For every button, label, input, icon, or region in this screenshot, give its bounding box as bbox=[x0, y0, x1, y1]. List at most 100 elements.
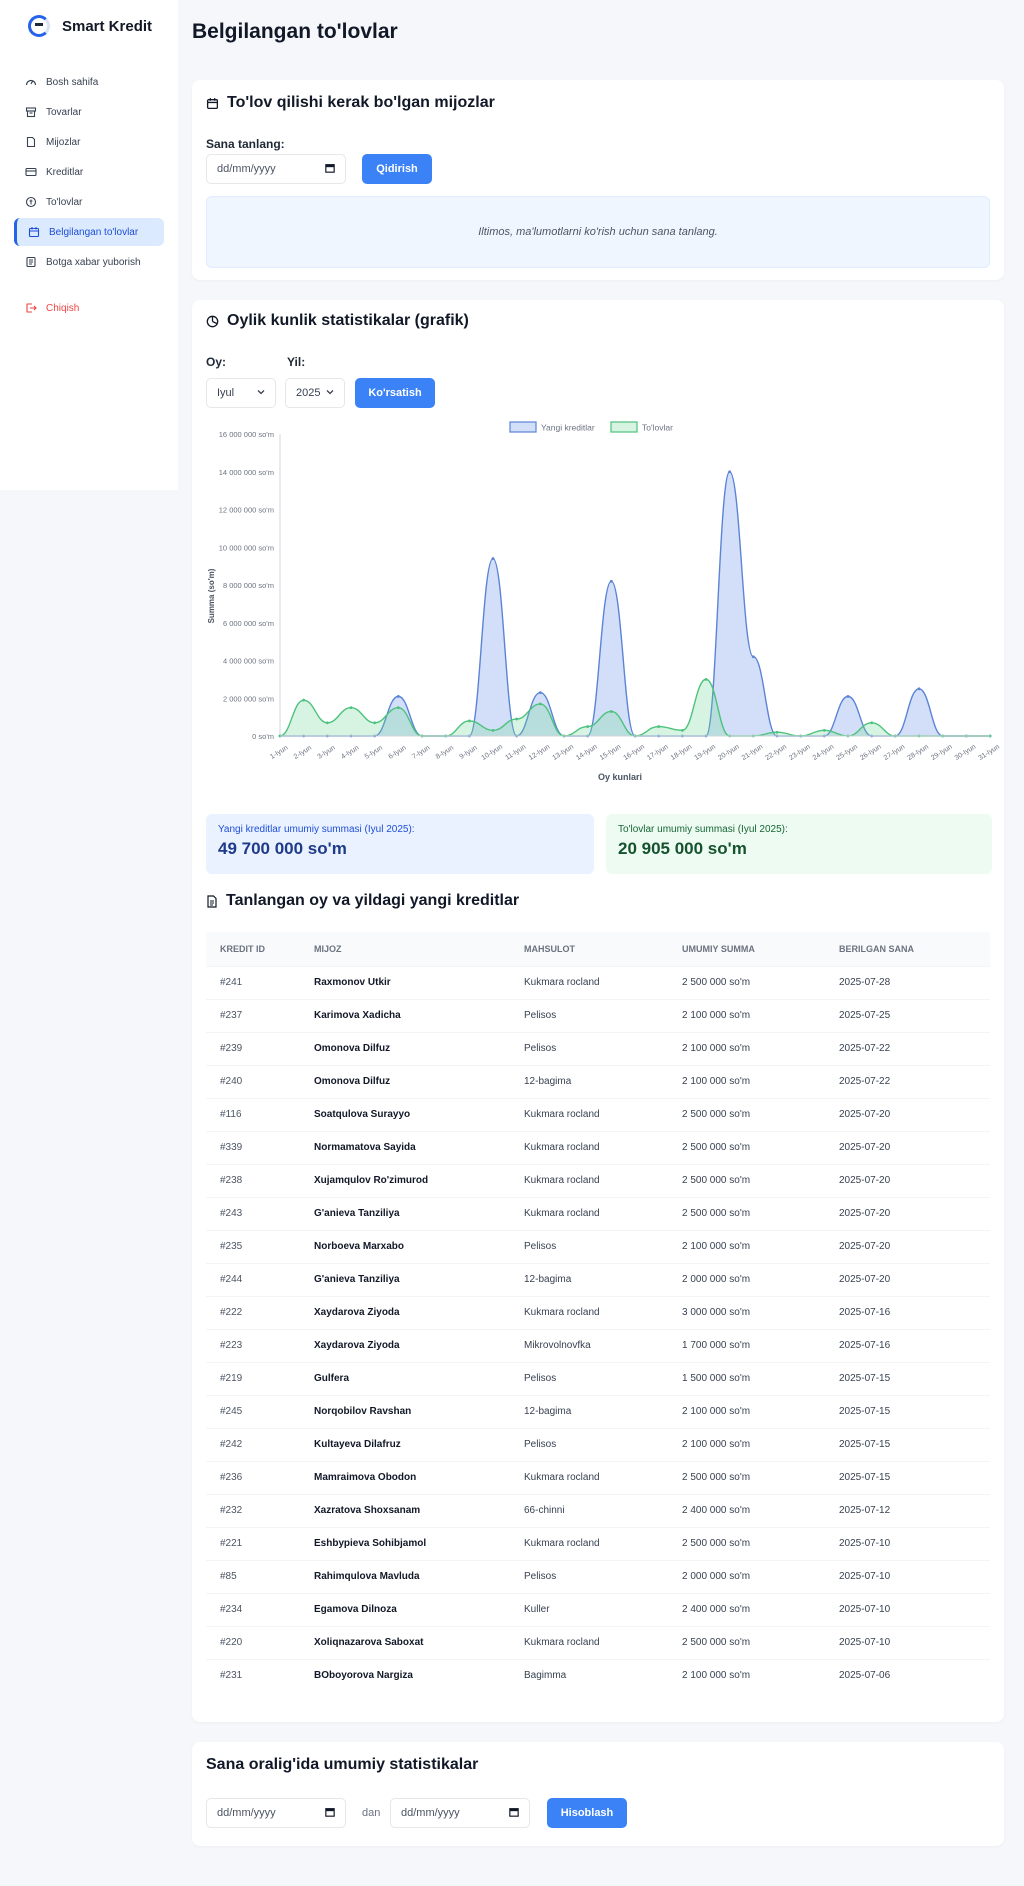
data-point[interactable] bbox=[728, 470, 732, 474]
data-point[interactable] bbox=[870, 721, 874, 725]
data-point[interactable] bbox=[325, 721, 329, 725]
from-date-input[interactable]: dd/mm/yyyy bbox=[206, 1798, 346, 1828]
sidebar-item-tovarlar[interactable]: Tovarlar bbox=[14, 98, 164, 126]
table-row[interactable]: #220 Xoliqnazarova Saboxat Kukmara rocland… bbox=[206, 1625, 990, 1659]
brand[interactable]: Smart Kredit bbox=[0, 0, 178, 52]
sidebar-item-belgilangan-tolovlar[interactable]: Belgilangan to'lovlar bbox=[14, 218, 164, 246]
data-point[interactable] bbox=[751, 655, 755, 659]
data-point[interactable] bbox=[822, 728, 826, 732]
data-point[interactable] bbox=[846, 694, 850, 698]
speedometer-icon bbox=[24, 75, 38, 89]
data-point[interactable] bbox=[609, 710, 613, 713]
table-row[interactable]: #223 Xaydarova Ziyoda Mikrovolnovfka 1 700 … bbox=[206, 1328, 990, 1362]
x-tick-label: 21-Iyun bbox=[741, 744, 765, 762]
product-cell: Bagimma bbox=[524, 1658, 682, 1692]
data-point[interactable] bbox=[538, 702, 542, 706]
series-area-1 bbox=[280, 679, 990, 736]
show-button[interactable]: Ko'rsatish bbox=[355, 378, 435, 408]
data-point[interactable] bbox=[396, 706, 400, 710]
product-cell: Kukmara rocland bbox=[524, 1163, 682, 1197]
logout-button[interactable]: Chiqish bbox=[14, 294, 164, 322]
amount-cell: 2 100 000 so'm bbox=[682, 1394, 839, 1428]
y-tick-label: 6 000 000 so'm bbox=[223, 619, 274, 628]
credit-id-cell: #240 bbox=[206, 1064, 314, 1098]
data-point[interactable] bbox=[491, 728, 495, 732]
table-row[interactable]: #232 Xazratova Shoxsanam 66-chinni 2 400 00… bbox=[206, 1493, 990, 1527]
data-point[interactable] bbox=[680, 728, 684, 732]
document-icon bbox=[206, 894, 218, 908]
year-select[interactable]: 2025 bbox=[285, 378, 345, 408]
date-cell: 2025-07-16 bbox=[839, 1328, 990, 1362]
table-row[interactable]: #238 Xujamqulov Ro'zimurod Kukmara rocland… bbox=[206, 1163, 990, 1197]
table-row[interactable]: #219 Gulfera Pelisos 1 500 000 so'm 2025-07-… bbox=[206, 1361, 990, 1395]
date-input[interactable]: dd/mm/yyyy bbox=[206, 154, 346, 184]
data-point[interactable] bbox=[775, 730, 779, 734]
money-icon bbox=[24, 195, 38, 209]
data-point[interactable] bbox=[467, 719, 471, 723]
table-row[interactable]: #231 BOboyorova Nargiza Bagimma 2 100 000 s… bbox=[206, 1658, 990, 1692]
x-tick-label: 1-Iyun bbox=[269, 745, 289, 761]
credit-id-cell: #235 bbox=[206, 1229, 314, 1263]
amount-cell: 2 500 000 so'm bbox=[682, 965, 839, 999]
data-point[interactable] bbox=[609, 579, 613, 583]
table-row[interactable]: #240 Omonova Dilfuz 12-bagima 2 100 000 so'… bbox=[206, 1064, 990, 1098]
chevron-down-icon bbox=[326, 387, 334, 399]
table-row[interactable]: #116 Soatqulova Surayyo Kukmara rocland 2 5… bbox=[206, 1097, 990, 1131]
new-credits-title: Tanlangan oy va yildagi yangi kreditlar bbox=[226, 892, 520, 909]
data-point[interactable] bbox=[657, 725, 661, 728]
x-tick-label: 10-Iyun bbox=[480, 744, 504, 762]
table-row[interactable]: #221 Eshbурieva Sohibjamol Kukmara rocland… bbox=[206, 1526, 990, 1560]
due-clients-card: To'lov qilishi kerak bo'lgan mijozlar Sa… bbox=[192, 80, 1004, 280]
table-row[interactable]: #237 Karimova Xadicha Pelisos 2 100 000 so'… bbox=[206, 998, 990, 1032]
table-row[interactable]: #234 Egamova Dilnoza Kuller 2 400 000 so'm 2… bbox=[206, 1592, 990, 1626]
sidebar-item-botga-xabar[interactable]: Botga xabar yuborish bbox=[14, 248, 164, 276]
calendar-picker-icon[interactable] bbox=[325, 163, 335, 176]
table-row[interactable]: #85 Rahimqulova Mavluda Pelisos 2 000 000 s… bbox=[206, 1559, 990, 1593]
data-point[interactable] bbox=[515, 717, 519, 721]
table-row[interactable]: #235 Norboeva Marxabo Pelisos 2 100 000 so'… bbox=[206, 1229, 990, 1263]
amount-cell: 2 100 000 so'm bbox=[682, 1229, 839, 1263]
table-row[interactable]: #245 Norqobilov Ravshan 12-bagima 2 100 000… bbox=[206, 1394, 990, 1428]
sidebar-item-bosh-sahifa[interactable]: Bosh sahifa bbox=[14, 68, 164, 96]
data-point[interactable] bbox=[349, 706, 353, 710]
table-row[interactable]: #222 Xaydarova Ziyoda Kukmara rocland 3 000… bbox=[206, 1295, 990, 1329]
credit-id-cell: #245 bbox=[206, 1394, 314, 1428]
sidebar-item-kreditlar[interactable]: Kreditlar bbox=[14, 158, 164, 186]
pie-chart-icon bbox=[206, 315, 219, 328]
y-tick-label: 2 000 000 so'm bbox=[223, 694, 274, 703]
legend-item[interactable]: Yangi kreditlar bbox=[509, 421, 595, 433]
table-row[interactable]: #339 Normamatova Sayida Kukmara rocland 2 5… bbox=[206, 1130, 990, 1164]
data-point[interactable] bbox=[586, 725, 590, 728]
amount-cell: 2 100 000 so'm bbox=[682, 1427, 839, 1461]
data-point[interactable] bbox=[704, 677, 708, 681]
calculate-button[interactable]: Hisoblash bbox=[547, 1798, 627, 1828]
table-row[interactable]: #242 Kultayeva Dilafruz Pelisos 2 100 000 s… bbox=[206, 1427, 990, 1461]
legend-item[interactable]: To'lovlar bbox=[610, 421, 673, 433]
calendar-picker-icon[interactable] bbox=[325, 1807, 335, 1820]
data-point[interactable] bbox=[538, 691, 542, 694]
table-row[interactable]: #241 Raxmonov Utkir Kukmara rocland 2 500 0… bbox=[206, 965, 990, 999]
to-date-input[interactable]: dd/mm/yyyy bbox=[390, 1798, 530, 1828]
table-row[interactable]: #244 G'anieva Tanziliya 12-bagima 2 000 000… bbox=[206, 1262, 990, 1296]
credit-id-cell: #238 bbox=[206, 1163, 314, 1197]
calendar-picker-icon[interactable] bbox=[509, 1807, 519, 1820]
x-tick-label: 4-Iyun bbox=[340, 745, 360, 761]
search-button[interactable]: Qidirish bbox=[362, 154, 432, 184]
product-cell: Kukmara rocland bbox=[524, 1295, 682, 1329]
sidebar-item-tolovlar[interactable]: To'lovlar bbox=[14, 188, 164, 216]
data-point[interactable] bbox=[917, 687, 921, 691]
series-line-0 bbox=[279, 471, 990, 737]
client-cell: Normamatova Sayida bbox=[314, 1130, 524, 1164]
data-point[interactable] bbox=[302, 698, 306, 702]
amount-cell: 2 000 000 so'm bbox=[682, 1559, 839, 1593]
table-row[interactable]: #239 Omonova Dilfuz Pelisos 2 100 000 so'm 2… bbox=[206, 1031, 990, 1065]
data-point[interactable] bbox=[373, 721, 377, 725]
date-cell: 2025-07-20 bbox=[839, 1130, 990, 1164]
data-point[interactable] bbox=[491, 557, 495, 560]
month-select[interactable]: Iyul bbox=[206, 378, 276, 408]
sidebar-item-mijozlar[interactable]: Mijozlar bbox=[14, 128, 164, 156]
table-row[interactable]: #236 Mamraimova Obodon Kukmara rocland 2 50… bbox=[206, 1460, 990, 1494]
data-point[interactable] bbox=[396, 694, 400, 698]
client-cell: Xaydarova Ziyoda bbox=[314, 1295, 524, 1329]
table-row[interactable]: #243 G'anieva Tanziliya Kukmara rocland 2 5… bbox=[206, 1196, 990, 1230]
